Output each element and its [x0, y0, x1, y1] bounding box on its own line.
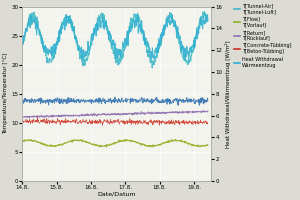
- Y-axis label: Heat Withdrawal/Wärmeentzug [W/m²]: Heat Withdrawal/Wärmeentzug [W/m²]: [225, 40, 231, 148]
- Legend: T[Tunnel-Air]
T[Tunnel-Luft], T[Flow]
T[Vorlauf], T[Return]
T[Rücklauf], T[Concr: T[Tunnel-Air] T[Tunnel-Luft], T[Flow] T[…: [234, 3, 291, 68]
- Y-axis label: Temperature/Temperatur [°C]: Temperature/Temperatur [°C]: [4, 53, 8, 134]
- X-axis label: Date/Datum: Date/Datum: [98, 192, 136, 197]
